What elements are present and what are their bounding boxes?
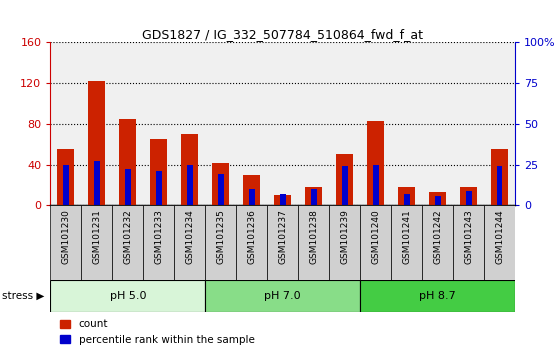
Bar	[404, 194, 409, 205]
Bar	[249, 189, 255, 205]
Text: GSM101241: GSM101241	[402, 209, 411, 264]
Bar	[429, 192, 446, 205]
Bar	[491, 149, 508, 205]
Bar	[484, 205, 515, 280]
Text: GSM101236: GSM101236	[248, 209, 256, 264]
Bar	[305, 187, 323, 205]
Bar	[360, 280, 515, 312]
Text: pH 5.0: pH 5.0	[110, 291, 146, 301]
Bar	[156, 171, 162, 205]
Bar	[453, 205, 484, 280]
Bar	[181, 134, 198, 205]
Bar	[50, 280, 206, 312]
Bar	[212, 162, 230, 205]
Bar	[460, 187, 477, 205]
Bar	[125, 170, 130, 205]
Bar	[422, 205, 453, 280]
Text: GSM101242: GSM101242	[433, 209, 442, 264]
Bar	[119, 119, 137, 205]
Text: GSM101230: GSM101230	[62, 209, 71, 264]
Bar	[360, 205, 391, 280]
Bar	[267, 205, 298, 280]
Bar	[113, 205, 143, 280]
Bar	[50, 205, 81, 280]
Bar	[391, 205, 422, 280]
Bar	[298, 205, 329, 280]
Bar	[329, 205, 360, 280]
Legend: count, percentile rank within the sample: count, percentile rank within the sample	[55, 315, 259, 349]
Text: pH 8.7: pH 8.7	[419, 291, 456, 301]
Text: GSM101232: GSM101232	[123, 209, 132, 264]
Text: GSM101243: GSM101243	[464, 209, 473, 264]
Bar	[373, 165, 379, 205]
Text: stress ▶: stress ▶	[2, 291, 45, 301]
Bar	[336, 154, 353, 205]
Bar	[311, 189, 316, 205]
Text: GSM101238: GSM101238	[309, 209, 318, 264]
Text: GSM101233: GSM101233	[155, 209, 164, 264]
Text: GSM101240: GSM101240	[371, 209, 380, 264]
Bar	[57, 149, 74, 205]
Bar	[88, 81, 105, 205]
Text: GSM101237: GSM101237	[278, 209, 287, 264]
Bar	[63, 165, 69, 205]
Bar	[94, 161, 100, 205]
Bar	[81, 205, 113, 280]
Bar	[497, 166, 502, 205]
Bar	[274, 195, 291, 205]
Bar	[174, 205, 206, 280]
Bar	[150, 139, 167, 205]
Bar	[398, 187, 416, 205]
Bar	[206, 280, 360, 312]
Title: GDS1827 / IG_332_507784_510864_fwd_f_at: GDS1827 / IG_332_507784_510864_fwd_f_at	[142, 28, 423, 41]
Text: GSM101235: GSM101235	[216, 209, 225, 264]
Bar	[236, 205, 267, 280]
Text: GSM101239: GSM101239	[340, 209, 349, 264]
Text: GSM101231: GSM101231	[92, 209, 101, 264]
Bar	[206, 205, 236, 280]
Bar	[367, 121, 384, 205]
Bar	[342, 166, 348, 205]
Bar	[143, 205, 174, 280]
Bar	[466, 191, 472, 205]
Text: GSM101234: GSM101234	[185, 209, 194, 264]
Bar	[280, 194, 286, 205]
Bar	[218, 175, 223, 205]
Bar	[187, 165, 193, 205]
Text: pH 7.0: pH 7.0	[264, 291, 301, 301]
Bar	[243, 175, 260, 205]
Text: GSM101244: GSM101244	[495, 209, 504, 264]
Bar	[435, 195, 441, 205]
